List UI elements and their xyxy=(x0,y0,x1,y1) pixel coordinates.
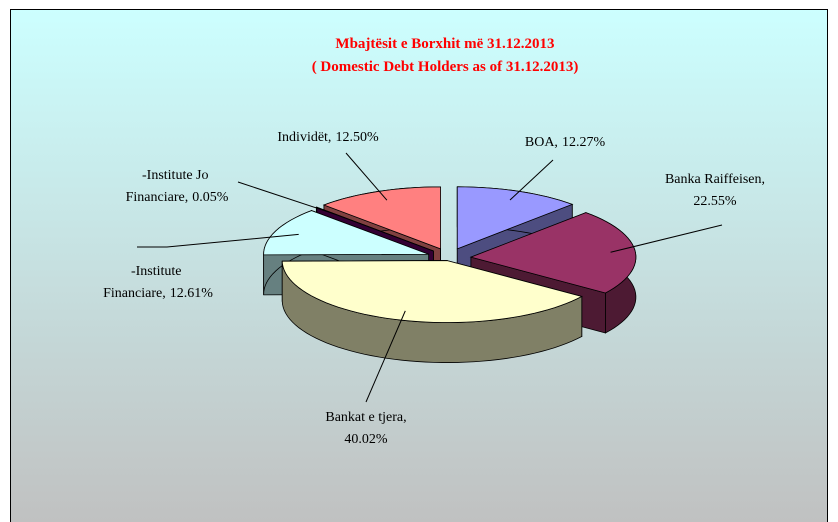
value-label: 0.05% xyxy=(192,190,229,205)
category-label: BOA, xyxy=(525,135,558,150)
value-label: 22.55% xyxy=(693,194,737,209)
slice-top xyxy=(263,210,429,256)
category-label: Individët, xyxy=(277,130,331,145)
category-label: Bankat e tjera, xyxy=(325,410,406,425)
data-label: -Institute Jo Financiare, 0.05% xyxy=(126,168,229,205)
category-label: -Institute Financiare, xyxy=(103,264,185,301)
leader-line xyxy=(237,181,335,215)
leader-line xyxy=(509,159,554,201)
data-label: Bankat e tjera, 40.02% xyxy=(325,410,406,447)
leader-line xyxy=(137,233,299,248)
slice-top xyxy=(469,212,637,294)
label-line: -Institute Jo xyxy=(142,168,212,183)
label-line: -Institute xyxy=(131,264,185,279)
leader-line xyxy=(365,310,406,403)
label-line: Bankat e tjera, xyxy=(325,410,406,425)
data-label: BOA, 12.27% xyxy=(525,135,606,150)
leader-line xyxy=(610,224,723,253)
slice-top xyxy=(281,260,583,323)
label-line: BOA, xyxy=(525,135,558,150)
slice-top xyxy=(322,186,441,250)
category-label: Banka Raiffeisen, xyxy=(665,172,765,187)
data-label: Individët, 12.50% xyxy=(277,130,379,145)
label-line: Financiare, xyxy=(126,190,189,205)
value-label: 12.50% xyxy=(335,130,379,145)
value-label: 12.27% xyxy=(562,135,606,150)
chart-subtitle: ( Domestic Debt Holders as of 31.12.2013… xyxy=(312,59,579,75)
slice-top xyxy=(315,206,434,252)
label-line: Financiare, xyxy=(103,286,166,301)
leader-line xyxy=(345,152,388,201)
value-label: 40.02% xyxy=(344,432,388,447)
label-line: Banka Raiffeisen, xyxy=(665,172,765,187)
pie-slice xyxy=(281,260,583,363)
label-line: Individët, xyxy=(277,130,331,145)
category-label: -Institute Jo Financiare, xyxy=(126,168,212,205)
data-label: -Institute Financiare, 12.61% xyxy=(103,264,213,301)
data-label: Banka Raiffeisen, 22.55% xyxy=(665,172,765,209)
value-label: 12.61% xyxy=(170,286,214,301)
chart-title: Mbajtësit e Borxhit më 31.12.2013 xyxy=(335,36,554,52)
